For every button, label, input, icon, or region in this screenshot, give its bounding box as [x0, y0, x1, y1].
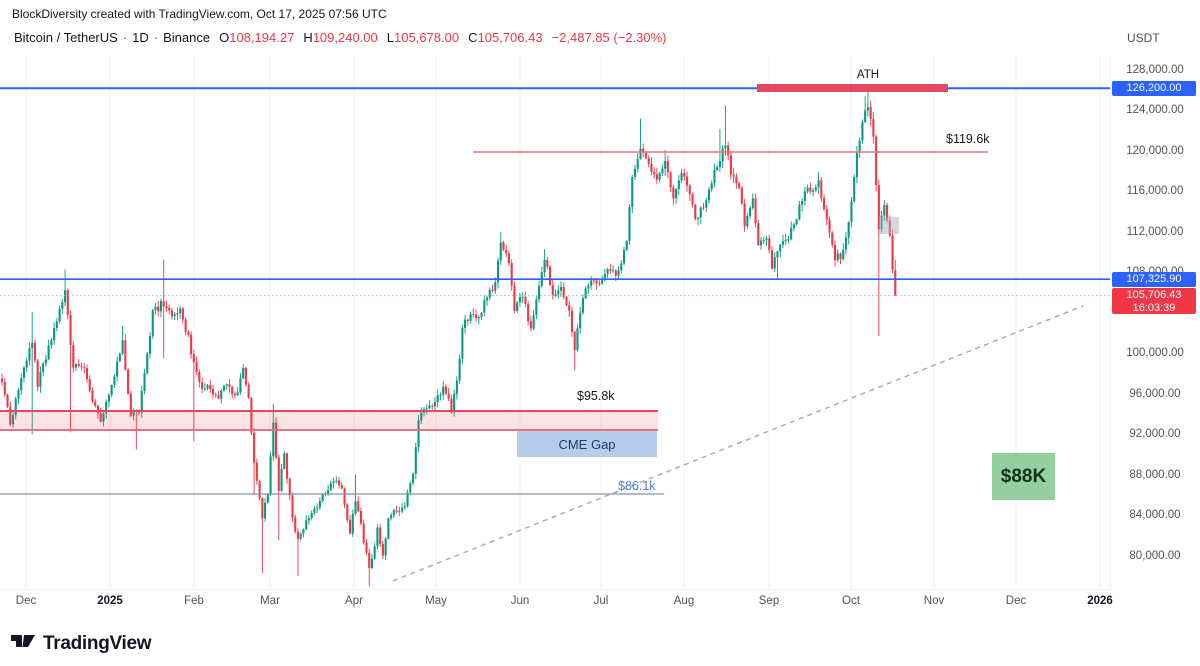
minor-supply-gray-box: [879, 217, 899, 234]
ohlc-open-value: 108,194.27: [229, 30, 295, 45]
quote-currency-label: USDT: [1127, 31, 1160, 45]
time-tick-label: Apr: [345, 595, 363, 607]
ohlc-high-label: H: [303, 30, 313, 45]
cme-gap-box: CME Gap: [517, 431, 657, 457]
ohlc-close-value: 105,706.43: [477, 30, 543, 45]
supply-zone-95: [0, 410, 658, 431]
ohlc-low-value: 105,678.00: [394, 30, 460, 45]
price-tick-label: 96,000.00: [1129, 387, 1181, 400]
countdown-timer: 16:03:39: [1132, 301, 1176, 314]
price-tick-label: 92,000.00: [1129, 428, 1181, 441]
separator-dot: ·: [122, 30, 128, 45]
tradingview-logo-text: TradingView: [43, 632, 152, 654]
last-price-value: 105,706.43: [1126, 289, 1182, 301]
time-tick-label: Nov: [923, 595, 945, 607]
time-tick-label: Sep: [758, 595, 780, 607]
time-tick-label: 2025: [97, 595, 123, 607]
ohlc-high-value: 109,240.00: [312, 30, 378, 45]
price-tick-label: 120,000.00: [1126, 144, 1184, 157]
interval-label: 1D: [132, 30, 149, 45]
ath-label: ATH: [856, 69, 880, 81]
time-tick-label: Jul: [593, 595, 609, 607]
ohlc-close-label: C: [468, 30, 478, 45]
support-86-label: $86.1k: [618, 479, 656, 493]
price-label-126200: 126,200.00: [1112, 81, 1196, 96]
tradingview-logo-icon: [10, 628, 36, 659]
cme-gap-label: CME Gap: [558, 436, 616, 452]
resistance-119-label: $119.6k: [946, 132, 990, 146]
time-axis[interactable]: Dec 2025 Feb Mar Apr May Jun Jul Aug Sep Oct Nov Dec…: [0, 590, 1113, 614]
separator-dot: ·: [153, 30, 159, 45]
time-tick-label: Dec: [1005, 595, 1027, 607]
time-tick-label: Dec: [15, 595, 37, 607]
attribution-text: BlockDiversity created with TradingView.…: [12, 7, 387, 21]
time-tick-label: May: [425, 595, 447, 607]
time-tick-label: Aug: [673, 595, 695, 607]
price-tick-label: 116,000.00: [1126, 185, 1184, 198]
last-price-label: 105,706.43 16:03:39: [1112, 288, 1196, 314]
time-tick-label: Jun: [510, 595, 530, 607]
price-tick-label: 128,000.00: [1126, 64, 1184, 76]
price-tick-label: 88,000.00: [1129, 468, 1181, 481]
price-tick-label: 112,000.00: [1126, 225, 1184, 238]
exchange-label: Binance: [163, 30, 211, 45]
price-tick-label: 84,000.00: [1129, 509, 1181, 522]
tradingview-logo[interactable]: TradingView: [10, 628, 152, 659]
price-tick-label: 124,000.00: [1126, 104, 1184, 117]
price-tick-label: 100,000.00: [1126, 347, 1184, 360]
change-value: −2,487.85 (−2.30%): [551, 30, 667, 45]
time-tick-label: 2026: [1087, 595, 1113, 607]
ohlc-low-label: L: [386, 30, 395, 45]
zone-95-label: $95.8k: [577, 389, 615, 403]
target-88-box: $88K: [992, 453, 1055, 500]
time-tick-label: Oct: [842, 595, 860, 607]
symbol-title: Bitcoin / TetherUS: [14, 30, 118, 45]
price-label-107325: 107,325.90: [1112, 272, 1196, 287]
target-88-label: $88K: [1000, 465, 1047, 487]
price-axis[interactable]: 128,000.00 124,000.00 120,000.00 116,000.00…: [1110, 56, 1200, 590]
ath-supply-bar: [757, 84, 948, 92]
symbol-row: Bitcoin / TetherUS · 1D · Binance O108,1…: [14, 30, 666, 45]
time-tick-label: Mar: [260, 595, 280, 607]
price-tick-label: 80,000.00: [1129, 549, 1181, 562]
time-tick-label: Feb: [184, 595, 204, 607]
ohlc-open-label: O: [219, 30, 230, 45]
